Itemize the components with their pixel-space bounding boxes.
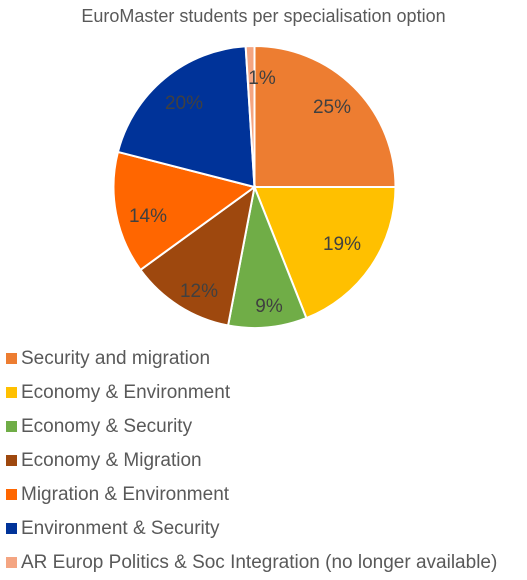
pie-slice <box>116 45 256 189</box>
legend-label: Economy & Environment <box>21 382 231 403</box>
pie-slice <box>253 186 397 320</box>
legend-label: Economy & Security <box>21 416 193 437</box>
legend-swatch <box>6 523 17 534</box>
legend-item: Economy & Security <box>6 410 526 444</box>
slice-data-label: 9% <box>255 296 283 317</box>
legend-item: Migration & Environment <box>6 478 526 512</box>
legend-label: Migration & Environment <box>21 484 230 505</box>
slice-data-label: 25% <box>313 97 351 118</box>
pie-slice <box>244 44 256 188</box>
pie-slice <box>112 150 257 272</box>
legend-swatch <box>6 421 17 432</box>
chart-title: EuroMaster students per specialisation o… <box>81 6 446 26</box>
legend-swatch <box>6 455 17 466</box>
slice-data-label: 20% <box>165 93 203 114</box>
chart-legend: Security and migration Economy & Environm… <box>6 342 526 580</box>
legend-label: AR Europ Politics & Soc Integration (no … <box>21 552 498 573</box>
slice-data-label: 19% <box>323 234 361 255</box>
legend-item: Economy & Migration <box>6 444 526 478</box>
legend-swatch <box>6 557 17 568</box>
legend-item: Economy & Environment <box>6 376 526 410</box>
pie-slice <box>253 44 397 188</box>
legend-item: AR Europ Politics & Soc Integration (no … <box>6 546 526 580</box>
legend-swatch <box>6 387 17 398</box>
pie-slice <box>226 183 308 329</box>
legend-label: Security and migration <box>21 348 211 369</box>
legend-item: Security and migration <box>6 342 526 376</box>
slice-data-label: 1% <box>248 68 276 89</box>
pie-chart: 25% 19% 9% 12% 14% 20% 1% <box>112 44 397 329</box>
legend-label: Economy & Migration <box>21 450 202 471</box>
legend-swatch <box>6 489 17 500</box>
legend-label: Environment & Security <box>21 518 220 539</box>
slice-data-label: 12% <box>180 281 218 302</box>
pie-slice <box>139 184 256 327</box>
legend-item: Environment & Security <box>6 512 526 546</box>
legend-swatch <box>6 353 17 364</box>
slice-data-label: 14% <box>129 206 167 227</box>
